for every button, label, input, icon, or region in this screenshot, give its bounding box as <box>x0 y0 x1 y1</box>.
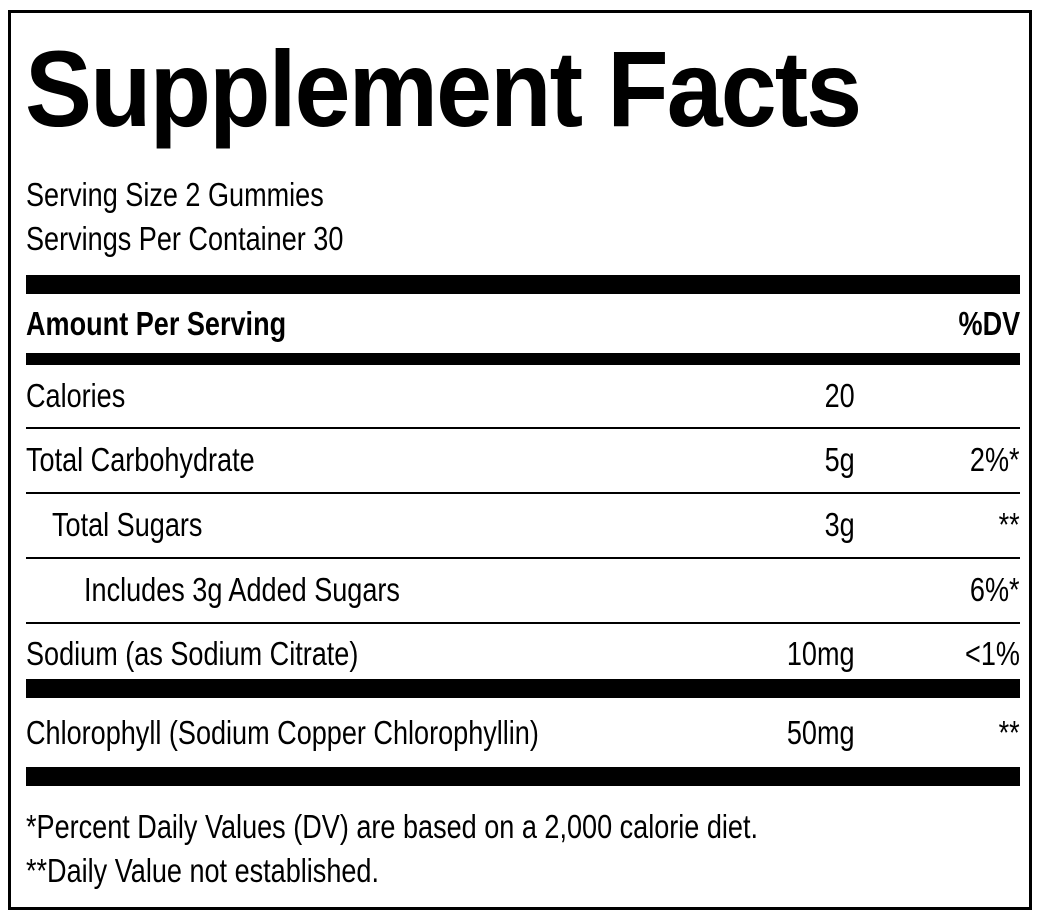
servings-per-container-text: Servings Per Container 30 <box>26 220 344 257</box>
footnote-not-established-text: **Daily Value not established. <box>26 852 379 889</box>
nutrient-amount: 10mg <box>787 635 855 672</box>
servings-per-container: Servings Per Container 30 <box>26 219 413 259</box>
dv-heading: %DV <box>958 305 1020 342</box>
header-row: Amount Per Serving %DV <box>26 304 1020 344</box>
supplement-facts-panel: Supplement Facts Serving Size 2 Gummies … <box>8 10 1032 910</box>
nutrient-dv: <1% <box>965 635 1020 672</box>
thick-divider-top <box>26 275 1020 294</box>
thick-divider-middle <box>26 679 1020 698</box>
row-divider <box>26 492 1020 494</box>
nutrient-name: Sodium (as Sodium Citrate) <box>26 635 359 672</box>
nutrient-dv: 6%* <box>970 571 1020 608</box>
nutrient-dv: ** <box>998 506 1020 543</box>
row-divider <box>26 622 1020 624</box>
nutrient-dv: ** <box>998 714 1020 751</box>
medium-divider <box>26 353 1020 365</box>
footnote-not-established: **Daily Value not established. <box>26 851 456 891</box>
nutrient-name: Total Carbohydrate <box>26 441 255 478</box>
nutrient-name: Total Sugars <box>52 506 203 543</box>
nutrient-row-total-carbohydrate: Total Carbohydrate 5g 2%* <box>26 440 1020 480</box>
footnote-dv: *Percent Daily Values (DV) are based on … <box>26 807 919 847</box>
serving-size: Serving Size 2 Gummies <box>26 175 389 215</box>
label-title: Supplement Facts <box>25 28 862 149</box>
footnote-dv-text: *Percent Daily Values (DV) are based on … <box>26 808 759 845</box>
nutrient-row-sodium: Sodium (as Sodium Citrate) 10mg <1% <box>26 634 1020 674</box>
nutrient-name: Calories <box>26 377 126 414</box>
nutrient-name: Chlorophyll (Sodium Copper Chlorophyllin… <box>26 714 539 751</box>
row-divider <box>26 427 1020 429</box>
serving-size-text: Serving Size 2 Gummies <box>26 176 324 213</box>
nutrient-amount: 50mg <box>787 714 855 751</box>
thick-divider-bottom <box>26 767 1020 786</box>
nutrient-amount: 20 <box>824 377 855 414</box>
nutrient-row-added-sugars: Includes 3g Added Sugars 6%* <box>26 570 1020 610</box>
nutrient-row-total-sugars: Total Sugars 3g ** <box>26 505 1020 545</box>
row-divider <box>26 557 1020 559</box>
nutrient-dv: 2%* <box>970 441 1020 478</box>
nutrient-row-calories: Calories 20 <box>26 376 1020 416</box>
nutrient-row-chlorophyll: Chlorophyll (Sodium Copper Chlorophyllin… <box>26 713 1020 753</box>
nutrient-amount: 3g <box>824 506 855 543</box>
nutrient-amount: 5g <box>824 441 855 478</box>
amount-per-serving-heading: Amount Per Serving <box>26 305 287 342</box>
nutrient-name: Includes 3g Added Sugars <box>84 571 400 608</box>
